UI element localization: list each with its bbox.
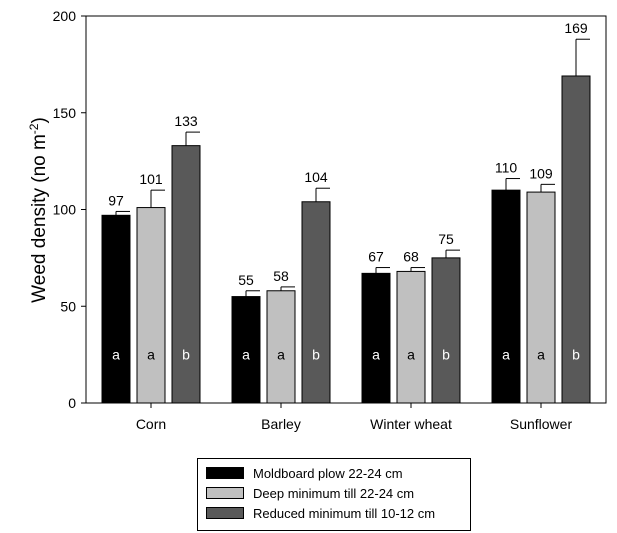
- data-label: 75: [438, 231, 454, 247]
- legend-swatch-reduced-min-till: [206, 507, 244, 519]
- significance-letter: a: [112, 347, 120, 363]
- y-tick-label: 150: [53, 105, 77, 121]
- bar: [171, 145, 201, 404]
- data-label: 58: [273, 268, 289, 284]
- legend-label-deep-min-till: Deep minimum till 22-24 cm: [253, 485, 415, 501]
- bar: [561, 75, 591, 404]
- significance-letter: b: [572, 347, 580, 363]
- significance-letter: a: [407, 347, 415, 363]
- data-label: 55: [238, 272, 254, 288]
- data-label: 109: [529, 165, 553, 181]
- bar: [301, 201, 331, 404]
- bar: [266, 290, 296, 404]
- data-label: 104: [304, 169, 328, 185]
- significance-letter: a: [147, 347, 155, 363]
- x-tick-label: Winter wheat: [370, 416, 452, 432]
- legend-label-reduced-min-till: Reduced minimum till 10-12 cm: [253, 505, 436, 521]
- x-tick-label: Corn: [136, 416, 166, 432]
- significance-letter: b: [182, 347, 190, 363]
- significance-letter: a: [502, 347, 510, 363]
- y-tick-label: 0: [68, 395, 76, 411]
- legend-item-moldboard: Moldboard plow 22-24 cm: [206, 463, 464, 483]
- y-axis-label-main: Weed density (no m: [29, 134, 50, 303]
- bar: [396, 270, 426, 404]
- data-label: 133: [174, 113, 198, 129]
- x-tick-label: Sunflower: [510, 416, 573, 432]
- legend-swatch-deep-min-till: [206, 487, 244, 499]
- chart-svg: 0 50 100 150 200 Corn Barley Winter wheat Sunflo…: [27, 8, 607, 432]
- legend-item-deep-min-till: Deep minimum till 22-24 cm: [206, 483, 464, 503]
- data-label: 101: [139, 171, 163, 187]
- y-tick-label: 100: [53, 202, 77, 218]
- bar: [431, 257, 461, 404]
- data-label: 169: [564, 20, 588, 36]
- y-tick-label: 50: [60, 298, 76, 314]
- bars-layer: 97 a 101 a 133 b 55 a 58 a 104 b 67 a 68 a 75 b 110 a 109 a 16…: [101, 20, 591, 404]
- legend: Moldboard plow 22-24 cm Deep minimum til…: [197, 458, 471, 531]
- y-tick-label: 200: [53, 8, 77, 24]
- legend-swatch-moldboard: [206, 467, 244, 479]
- data-label: 97: [108, 192, 124, 208]
- legend-label-moldboard: Moldboard plow 22-24 cm: [253, 465, 403, 481]
- axes: 0 50 100 150 200 Corn Barley Winter wheat Sunflo…: [53, 8, 607, 432]
- bar: [136, 207, 166, 404]
- significance-letter: a: [277, 347, 285, 363]
- significance-letter: b: [312, 347, 320, 363]
- significance-letter: b: [442, 347, 450, 363]
- y-axis-label-suffix: ): [29, 117, 50, 123]
- bar: [491, 189, 521, 404]
- bar: [361, 272, 391, 404]
- bar: [526, 191, 556, 404]
- data-label: 68: [403, 249, 419, 265]
- bar: [101, 214, 131, 404]
- significance-letter: a: [537, 347, 545, 363]
- y-axis-label-superscript: -2: [27, 123, 41, 134]
- y-axis-label: Weed density (no m-2): [27, 117, 50, 303]
- significance-letter: a: [242, 347, 250, 363]
- legend-item-reduced-min-till: Reduced minimum till 10-12 cm: [206, 503, 464, 523]
- bar: [231, 296, 261, 404]
- significance-letter: a: [372, 347, 380, 363]
- data-label: 67: [368, 249, 384, 265]
- x-tick-label: Barley: [261, 416, 301, 432]
- data-label: 110: [495, 160, 518, 176]
